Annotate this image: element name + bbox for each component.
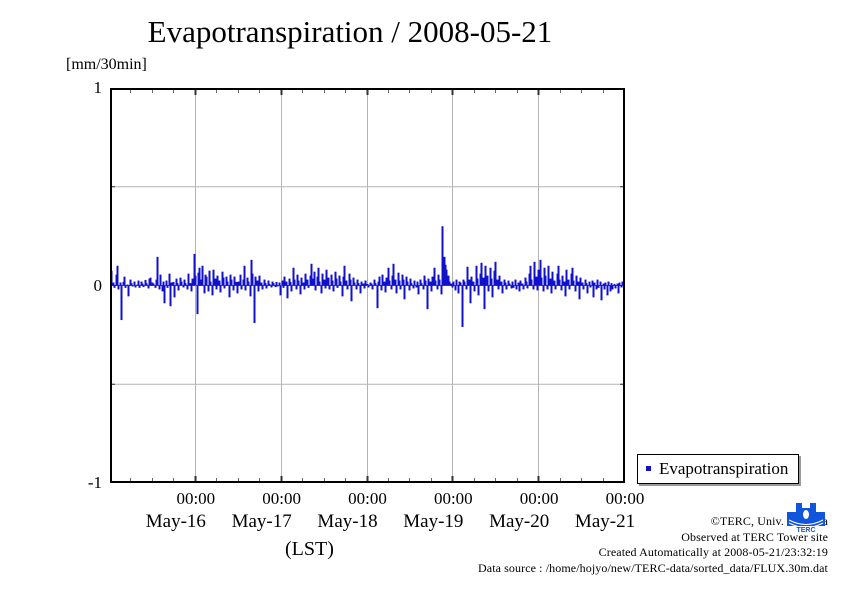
page-title: Evapotranspiration / 2008-05-21 <box>147 14 553 49</box>
x-axis-date-label: May-19 <box>403 511 464 532</box>
x-axis-date-label: May-17 <box>231 511 292 532</box>
y-axis-tick-label: 0 <box>93 275 103 295</box>
y-axis-tick-label: -1 <box>87 473 102 492</box>
x-axis-time-label: 00:00 <box>348 489 387 508</box>
legend-item-label: Evapotranspiration <box>659 459 789 478</box>
footer-data-source: Data source : /home/hojyo/new/TERC-data/… <box>478 560 828 575</box>
y-axis-unit-label: [mm/30min] <box>66 56 147 73</box>
svg-text:TERC: TERC <box>796 527 815 534</box>
x-axis-time-label: 00:00 <box>519 489 559 508</box>
plot-canvas <box>110 88 625 483</box>
footer-copyright: ©TERC, Univ. Tsukuba <box>710 514 828 528</box>
x-axis-time-label: 00:00 <box>176 489 216 508</box>
x-axis-time-label: 00:00 <box>433 489 473 508</box>
footer-created: Created Automatically at 2008-05-21/23:3… <box>598 545 828 559</box>
x-axis-date-label: May-21 <box>574 511 636 532</box>
terc-logo-icon: TERC <box>787 503 825 534</box>
x-axis-date-label: May-18 <box>317 511 378 532</box>
footer-observed: Observed at TERC Tower site <box>681 529 828 544</box>
x-axis-caption: (LST) <box>285 538 334 560</box>
legend[interactable]: Evapotranspiration <box>637 454 800 484</box>
y-axis-tick-label: 1 <box>93 78 103 97</box>
footer-credits: ©TERC, Univ. Tsukuba Observed at TERC To… <box>368 514 828 576</box>
plot-area <box>110 88 625 483</box>
x-axis-date-label: May-20 <box>489 511 550 532</box>
plot-frame <box>110 88 625 483</box>
x-axis-time-label: 00:00 <box>605 489 645 508</box>
x-axis-time-label: 00:00 <box>262 489 302 508</box>
x-axis-date-label: May-16 <box>145 511 206 532</box>
legend-marker-icon <box>646 466 651 471</box>
